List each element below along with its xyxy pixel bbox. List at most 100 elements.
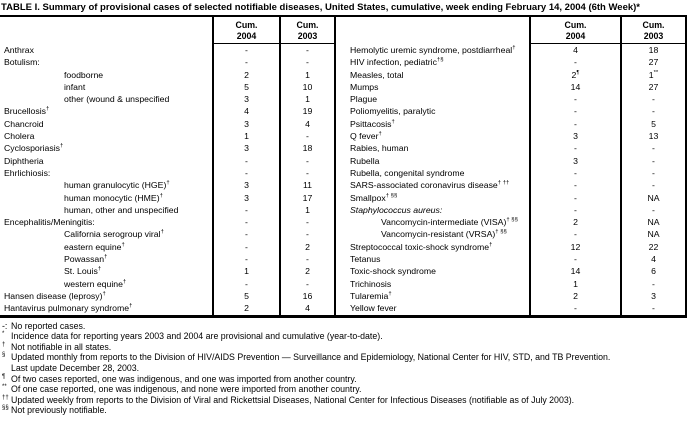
year-label-2003: 2003 <box>643 31 664 41</box>
disease-name: human monocytic (HME)† <box>64 192 163 203</box>
value-cum-2004: 5 <box>212 289 279 303</box>
disease-name: Rabies, human <box>350 143 409 154</box>
mmwr-provisional-cases-table-page: TABLE I. Summary of provisional cases of… <box>0 2 689 416</box>
cum-label: Cum. <box>642 20 665 30</box>
value-cum-2004: 5 <box>212 80 279 94</box>
disease-name: Hansen disease (leprosy)† <box>4 290 106 301</box>
footnote-text: Incidence data for reporting years 2003 … <box>11 331 383 342</box>
disease-name: Tetanus <box>350 254 381 265</box>
left-header-cum-2004: Cum. 2004 <box>212 17 279 44</box>
footnote-marker: §§ <box>2 405 9 412</box>
disease-name: Diphtheria <box>4 155 44 166</box>
disease-name: eastern equine† <box>64 241 125 252</box>
value-cum-2004: - <box>212 166 279 180</box>
value-cum-2003: - <box>279 154 336 167</box>
value-cum-2003: - <box>279 253 336 266</box>
value-cum-2003: 1** <box>620 68 687 81</box>
value-cum-2003: 6 <box>620 265 687 278</box>
right-header-cum-2004: Cum. 2004 <box>529 17 620 44</box>
value-cum-2004: 3 <box>212 142 279 155</box>
value-cum-2004: 3 <box>212 117 279 131</box>
value-cum-2004: 12 <box>529 240 620 254</box>
disease-name: Smallpox† §§ <box>350 192 398 203</box>
value-cum-2003: 1 <box>279 203 336 217</box>
disease-name: Q fever† <box>350 131 382 142</box>
disease-name: Cyclosporiasis† <box>4 143 64 154</box>
table-left-half: Cum. 2004 Cum. 2003 Anthrax - - Botulism: - -… <box>0 17 336 315</box>
disease-name: California serogroup viral† <box>64 229 164 240</box>
footnote-line: §§ Not previously notifiable. <box>0 405 689 416</box>
value-cum-2003: - <box>620 179 687 192</box>
value-cum-2004: 14 <box>529 80 620 94</box>
footnote-line: ** Of one case reported, one was indigeno… <box>0 384 689 395</box>
footnotes: -: No reported cases. * Incidence data for … <box>0 321 689 416</box>
footnote-line: † Not notifiable in all states. <box>0 342 689 353</box>
disease-name: Chancroid <box>4 118 44 129</box>
value-cum-2004: - <box>529 56 620 69</box>
cum-label: Cum. <box>564 20 587 30</box>
value-cum-2004: 2¶ <box>529 68 620 81</box>
notifiable-diseases-table: Cum. 2004 Cum. 2003 Anthrax - - Botulism: - -… <box>0 15 687 318</box>
value-cum-2004: - <box>529 166 620 180</box>
disease-name: Botulism: <box>4 57 40 68</box>
footnote-line: ¶ Of two cases reported, one was indigeno… <box>0 374 689 385</box>
value-cum-2004: 2 <box>529 289 620 303</box>
disease-name: western equine† <box>64 278 127 289</box>
value-cum-2003: 17 <box>279 191 336 204</box>
disease-name: infant <box>64 81 86 92</box>
value-cum-2004: - <box>529 203 620 217</box>
footnote-marker: † <box>2 341 6 348</box>
footnote-line: †† Updated weekly from reports to the Div… <box>0 395 689 406</box>
value-cum-2003: - <box>279 130 336 143</box>
value-cum-2004: - <box>529 179 620 192</box>
value-cum-2003: - <box>620 93 687 106</box>
disease-name: other (wound & unspecified <box>64 94 170 105</box>
disease-name: Mumps <box>350 81 379 92</box>
disease-name: Psittacosis† <box>350 118 395 129</box>
value-cum-2004: 1 <box>212 130 279 143</box>
value-cum-2004: - <box>212 253 279 266</box>
value-cum-2003: 2 <box>279 265 336 278</box>
value-cum-2003: 5 <box>620 117 687 131</box>
footnote-text: Not notifiable in all states. <box>11 341 112 352</box>
value-cum-2003: 3 <box>620 289 687 303</box>
value-cum-2004: - <box>212 216 279 229</box>
value-cum-2003: - <box>279 216 336 229</box>
footnote-marker: †† <box>2 394 9 401</box>
value-cum-2003: NA <box>620 216 687 229</box>
value-cum-2004: 2 <box>212 302 279 315</box>
value-cum-2004: 3 <box>212 191 279 204</box>
value-cum-2003: - <box>620 277 687 290</box>
footnote-line: -: No reported cases. <box>0 321 689 332</box>
year-label-2004: 2004 <box>236 31 257 41</box>
footnote-marker: * <box>2 331 5 338</box>
left-header-spacer <box>0 17 212 44</box>
year-label-2004: 2004 <box>565 31 586 41</box>
cum-label: Cum. <box>235 20 258 30</box>
value-cum-2004: - <box>529 93 620 106</box>
value-cum-2004: - <box>212 154 279 167</box>
disease-name: Rubella <box>350 155 380 166</box>
value-cum-2003: 4 <box>279 302 336 315</box>
right-header-cum-2003: Cum. 2003 <box>620 17 687 44</box>
value-cum-2003: 11 <box>279 179 336 192</box>
disease-name: Staphylococcus aureus: <box>350 204 443 215</box>
value-cum-2004: - <box>529 191 620 204</box>
left-header-cum-2003: Cum. 2003 <box>279 17 336 44</box>
value-cum-2004: 3 <box>529 130 620 143</box>
value-cum-2003: 22 <box>620 240 687 254</box>
value-cum-2003: - <box>279 56 336 69</box>
value-cum-2003: - <box>279 166 336 180</box>
value-cum-2003: - <box>620 302 687 315</box>
value-cum-2003: 13 <box>620 130 687 143</box>
right-header-spacer <box>336 17 529 44</box>
value-cum-2003: 1 <box>279 93 336 106</box>
value-cum-2003: - <box>279 277 336 290</box>
disease-name: Encephalitis/Meningitis: <box>4 217 95 228</box>
value-cum-2004: 4 <box>529 44 620 57</box>
disease-name: Streptococcal toxic-shock syndrome† <box>350 241 493 252</box>
value-cum-2004: - <box>529 142 620 155</box>
footnote-marker: § <box>2 352 6 359</box>
footnote-text: Last update December 28, 2003. <box>11 362 140 373</box>
value-cum-2004: - <box>212 277 279 290</box>
